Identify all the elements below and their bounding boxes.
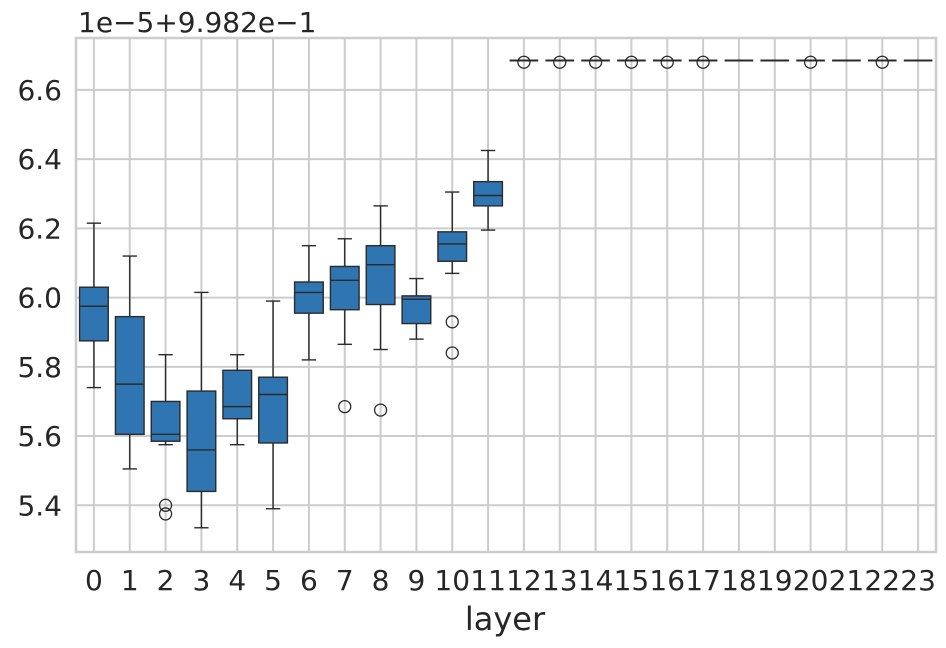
x-tick-label: 9 (408, 564, 426, 597)
x-tick-label: 6 (300, 564, 318, 597)
box-group-layer-7 (329, 238, 360, 414)
x-tick-label: 10 (434, 564, 470, 597)
box-iqr (78, 286, 109, 342)
box-iqr (365, 244, 396, 306)
box-group-layer-12 (509, 55, 539, 69)
x-tick-label: 18 (721, 564, 757, 597)
box-group-layer-9 (401, 277, 432, 340)
box-iqr (293, 281, 324, 314)
box-group-layer-0 (78, 222, 109, 389)
y-tick-label: 6.6 (17, 74, 62, 107)
box-iqr (150, 400, 181, 442)
x-tick-label: 15 (614, 564, 650, 597)
x-tick-label: 5 (264, 564, 282, 597)
x-tick-label: 2 (157, 564, 175, 597)
tick-labels: 5.45.65.86.06.26.46.60 1 2 3 4 5 6 7 8 9 10 11 12 13 1… (17, 74, 935, 597)
x-tick-label: 7 (336, 564, 354, 597)
outlier-point (875, 55, 889, 69)
y-tick-label: 6.0 (17, 282, 62, 315)
outlier-point (624, 55, 639, 69)
box-group-layer-11 (473, 149, 504, 231)
outlier-point (338, 399, 352, 414)
x-tick-label: 0 (85, 564, 103, 597)
box-series (78, 55, 933, 529)
x-tick-label: 14 (578, 564, 614, 597)
x-tick-label: 21 (829, 564, 865, 597)
x-tick-label: 16 (649, 564, 685, 597)
x-tick-label: 3 (193, 564, 211, 597)
outlier-point (373, 403, 388, 417)
box-iqr (258, 376, 289, 444)
box-group-layer-13 (545, 55, 575, 69)
box-iqr (186, 390, 217, 493)
box-group-layer-6 (293, 244, 324, 361)
box-iqr (437, 231, 468, 262)
box-group-layer-10 (437, 191, 468, 360)
outlier-point (158, 507, 173, 521)
x-tick-label: 4 (228, 564, 246, 597)
outlier-point (445, 346, 459, 360)
outlier-point (158, 498, 173, 512)
y-tick-label: 5.6 (17, 420, 62, 453)
x-tick-label: 20 (793, 564, 829, 597)
y-tick-label: 6.2 (17, 212, 62, 245)
y-tick-label: 5.4 (17, 489, 62, 522)
box-group-layer-8 (365, 205, 396, 417)
box-group-layer-2 (150, 354, 181, 521)
box-group-layer-15 (617, 55, 646, 69)
x-tick-label: 1 (121, 564, 139, 597)
x-tick-label: 17 (685, 564, 721, 597)
box-group-layer-1 (114, 255, 145, 470)
box-group-layer-22 (867, 55, 897, 69)
x-tick-label: 8 (372, 564, 390, 597)
box-iqr (222, 369, 253, 420)
box-group-layer-14 (581, 55, 610, 69)
y-tick-label: 5.8 (17, 351, 62, 384)
box-group-layer-17 (688, 55, 718, 69)
box-iqr (329, 265, 360, 311)
outlier-point (803, 55, 818, 69)
x-tick-label: 19 (757, 564, 793, 597)
outlier-point (696, 55, 710, 69)
outlier-point (445, 315, 459, 329)
outlier-point (553, 55, 567, 69)
box-group-layer-5 (258, 300, 289, 510)
x-axis-label: layer (465, 600, 546, 638)
box-group-layer-4 (222, 354, 253, 446)
outlier-point (660, 55, 674, 69)
x-tick-label: 11 (470, 564, 506, 597)
y-tick-label: 6.4 (17, 143, 62, 176)
box-iqr (114, 315, 145, 436)
plot-frame (74, 36, 938, 554)
box-group-layer-16 (652, 55, 682, 69)
outlier-point (517, 55, 531, 69)
plot-border (74, 36, 938, 554)
box-iqr (473, 180, 504, 207)
axis-offset-label: 1e−5+9.982e−1 (78, 6, 316, 39)
outlier-point (588, 55, 603, 69)
grid-lines (76, 38, 936, 552)
x-tick-label: 23 (900, 564, 936, 597)
x-tick-label: 12 (506, 564, 542, 597)
box-group-layer-20 (796, 55, 825, 69)
x-tick-label: 13 (542, 564, 578, 597)
box-group-layer-3 (186, 291, 217, 529)
x-tick-label: 22 (864, 564, 900, 597)
box-iqr (401, 295, 432, 325)
